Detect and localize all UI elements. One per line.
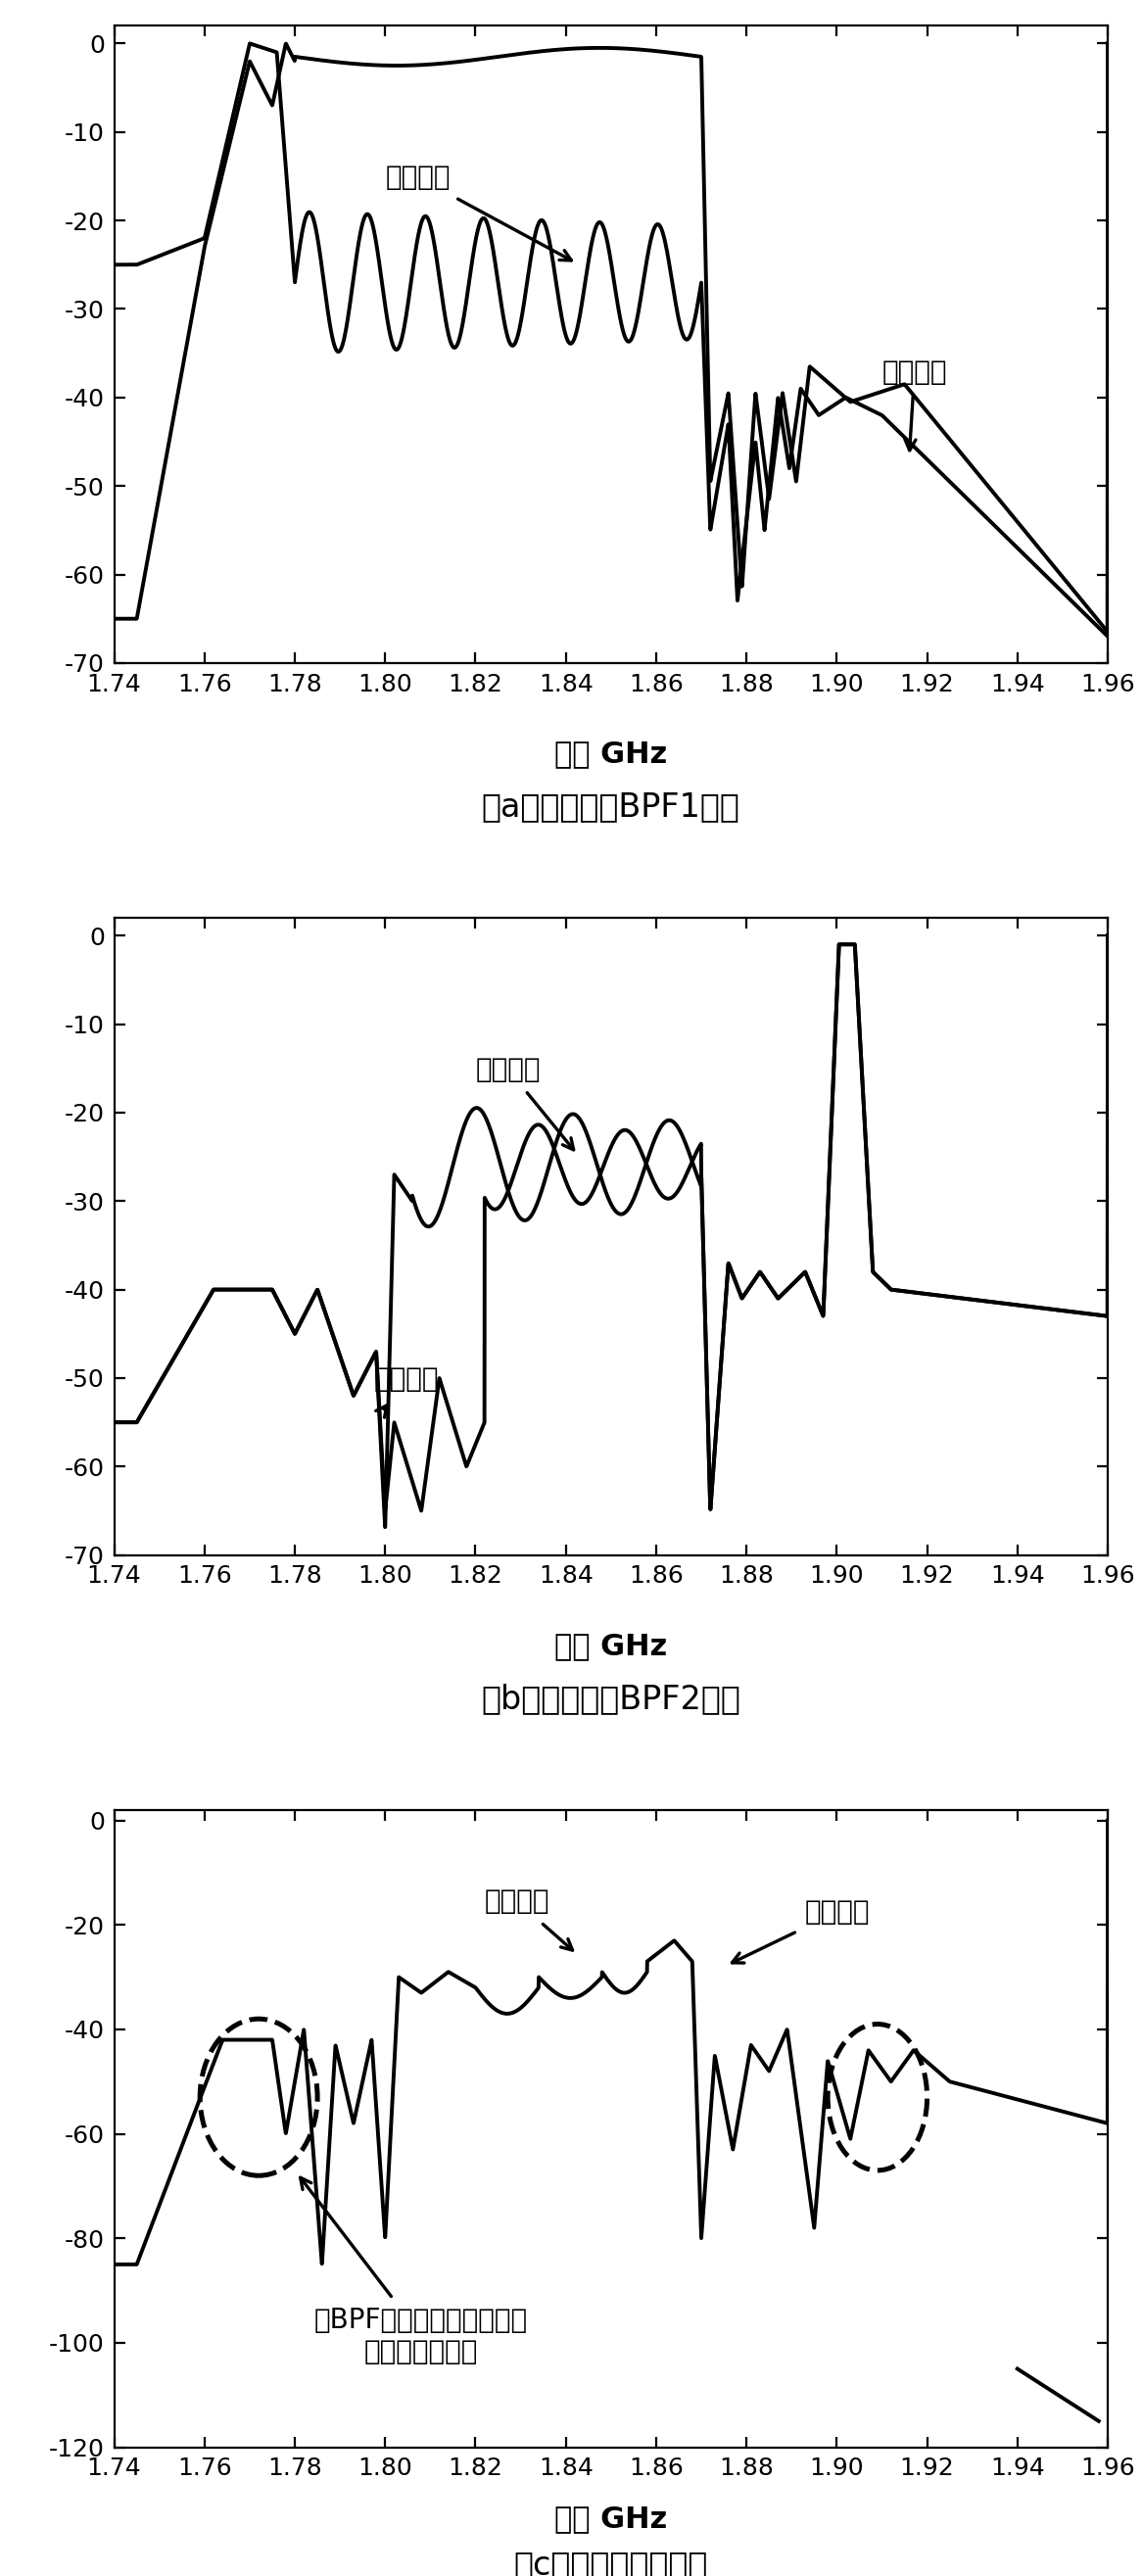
Text: （b）频率可调BPF2响应: （b）频率可调BPF2响应	[481, 1682, 741, 1716]
Text: 各BPF之间的级间共振引起
的抑制水平降低: 各BPF之间的级间共振引起 的抑制水平降低	[300, 2177, 528, 2365]
Text: 插入损耗: 插入损耗	[732, 1899, 870, 1963]
Text: 回波损耗: 回波损耗	[484, 1888, 572, 1950]
X-axis label: 频率 GHz: 频率 GHz	[555, 739, 667, 768]
X-axis label: 频率 GHz: 频率 GHz	[555, 1631, 667, 1659]
Text: （a）频率可调BPF1响应: （a）频率可调BPF1响应	[482, 791, 740, 822]
Text: 回波损耗: 回波损耗	[475, 1056, 573, 1149]
Text: 回波损耗: 回波损耗	[385, 162, 571, 260]
X-axis label: 频率 GHz: 频率 GHz	[555, 2504, 667, 2532]
Text: 插入损耗: 插入损耗	[375, 1365, 440, 1417]
Text: （c）级联滤波器响应: （c）级联滤波器响应	[514, 2550, 708, 2576]
Text: 插入损耗: 插入损耗	[882, 358, 947, 451]
